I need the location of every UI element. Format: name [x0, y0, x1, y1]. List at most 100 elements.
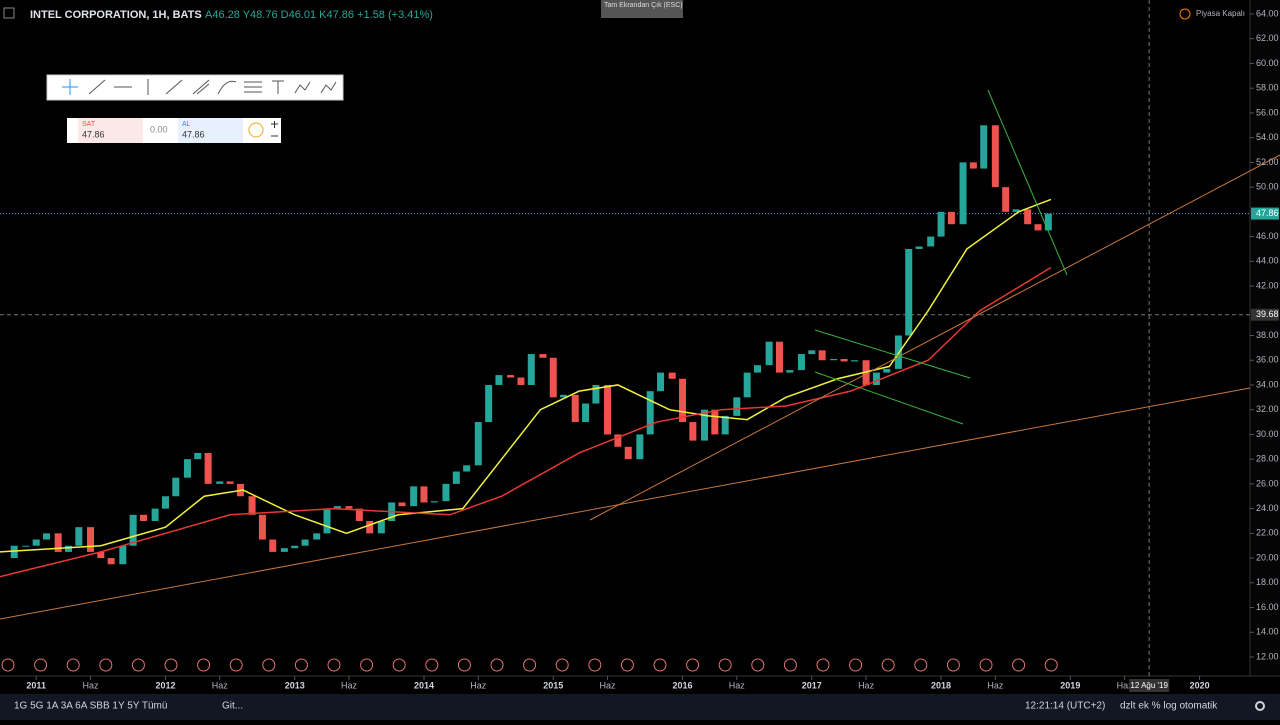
spread: 0.00	[150, 124, 168, 134]
candle	[592, 384, 600, 404]
x-tick-label: 2019	[1060, 680, 1080, 690]
info-icon[interactable]	[248, 122, 264, 138]
fullscreen-tooltip[interactable]	[601, 0, 683, 18]
candle	[905, 248, 913, 336]
earnings-marker	[197, 658, 211, 672]
x-tick-label: Haz	[341, 680, 358, 690]
candle	[65, 545, 73, 552]
scale-options[interactable]: dzlt ek % log otomatik	[1120, 701, 1218, 712]
candle	[172, 477, 180, 497]
candle	[830, 358, 838, 361]
earnings-marker	[262, 658, 276, 672]
earnings-marker	[979, 658, 993, 672]
buy-button[interactable]	[178, 118, 243, 143]
candle	[463, 465, 471, 472]
candle	[452, 471, 460, 484]
bottom-bar	[0, 694, 1280, 720]
candle	[840, 358, 848, 362]
symbol-title[interactable]: INTEL CORPORATION, 1H, BATS	[30, 9, 202, 21]
sell-price[interactable]: 47.86	[82, 129, 105, 139]
y-tick-label: 22.00	[1256, 528, 1279, 538]
earnings-marker	[816, 658, 830, 672]
candle	[248, 496, 256, 515]
candle	[927, 236, 935, 247]
x-tick-label: Haz	[729, 680, 746, 690]
candle	[991, 125, 999, 188]
candle	[808, 350, 816, 355]
earnings-marker	[490, 658, 504, 672]
candle	[10, 545, 18, 559]
candle	[1024, 209, 1032, 225]
y-tick-label: 56.00	[1256, 107, 1279, 117]
toolbar-icons	[62, 79, 337, 95]
cross-tool[interactable]	[62, 79, 78, 95]
candle	[495, 375, 503, 385]
x-tick-label: 2012	[155, 680, 175, 690]
y-tick-label: 14.00	[1256, 627, 1279, 637]
earnings-marker	[360, 658, 374, 672]
crosshair-x-bg	[1129, 679, 1170, 692]
candle	[410, 486, 418, 507]
goto-button[interactable]: Git...	[222, 701, 243, 712]
earnings-marker	[555, 658, 569, 672]
y-tick-label: 38.00	[1256, 330, 1279, 340]
price-label-bg	[1251, 207, 1279, 220]
candle	[947, 211, 955, 225]
x-tick-label: 2014	[414, 680, 434, 690]
candle	[151, 508, 159, 521]
candle	[624, 446, 632, 460]
drawings	[0, 89, 1280, 620]
sell-label[interactable]: SAT	[82, 121, 96, 128]
ray-tool[interactable]	[165, 79, 183, 95]
trend-line	[0, 387, 1251, 620]
channel-tool[interactable]	[192, 79, 210, 95]
earnings-marker	[588, 658, 602, 672]
pattern-tool[interactable]	[294, 81, 311, 94]
earnings-marker	[653, 658, 667, 672]
y-tick-label: 30.00	[1256, 429, 1279, 439]
candle	[291, 545, 299, 549]
y-tick-label: 36.00	[1256, 355, 1279, 365]
settings-icon[interactable]	[1255, 701, 1265, 711]
sell-button[interactable]	[78, 118, 143, 143]
elliott-tool[interactable]	[320, 81, 337, 94]
y-tick-label: 58.00	[1256, 83, 1279, 93]
crosshair-x-label: 12 Ağu '19	[1130, 681, 1168, 690]
candle	[183, 459, 191, 478]
pitchfork-tool[interactable]	[217, 80, 237, 95]
candle	[711, 409, 719, 435]
y-tick-label: 28.00	[1256, 454, 1279, 464]
text-tool[interactable]	[272, 80, 284, 94]
candle	[753, 365, 761, 373]
earnings-marker	[66, 658, 80, 672]
candle	[420, 486, 428, 503]
candle	[226, 481, 234, 484]
candle	[377, 520, 385, 534]
earnings-marker	[294, 658, 308, 672]
candle	[333, 506, 341, 509]
earnings-marker	[229, 658, 243, 672]
y-tick-label: 26.00	[1256, 478, 1279, 488]
buy-label[interactable]: AL	[182, 121, 191, 128]
earnings-marker	[881, 658, 895, 672]
candle	[269, 539, 277, 552]
earnings-marker	[164, 658, 178, 672]
candle	[43, 533, 51, 540]
candle	[139, 514, 147, 521]
earnings-marker	[620, 658, 634, 672]
buy-price[interactable]: 47.86	[182, 129, 205, 139]
qty-stepper[interactable]	[271, 121, 278, 137]
candle	[743, 372, 751, 398]
trendline-tool[interactable]	[88, 79, 106, 95]
candle	[883, 368, 891, 373]
y-tick-label: 62.00	[1256, 33, 1279, 43]
range-buttons[interactable]: 1G 5G 1A 3A 6A SBB 1Y 5Y Tümü	[14, 701, 167, 712]
fib-tool[interactable]	[244, 81, 262, 93]
y-tick-label: 44.00	[1256, 256, 1279, 266]
menu-icon[interactable]	[3, 7, 15, 19]
candle	[539, 354, 547, 358]
candle	[129, 514, 137, 546]
fullscreen-text[interactable]: Tam Ekrandan Çık (ESC)	[604, 2, 683, 9]
candle	[398, 502, 406, 507]
channel-line	[814, 329, 971, 379]
